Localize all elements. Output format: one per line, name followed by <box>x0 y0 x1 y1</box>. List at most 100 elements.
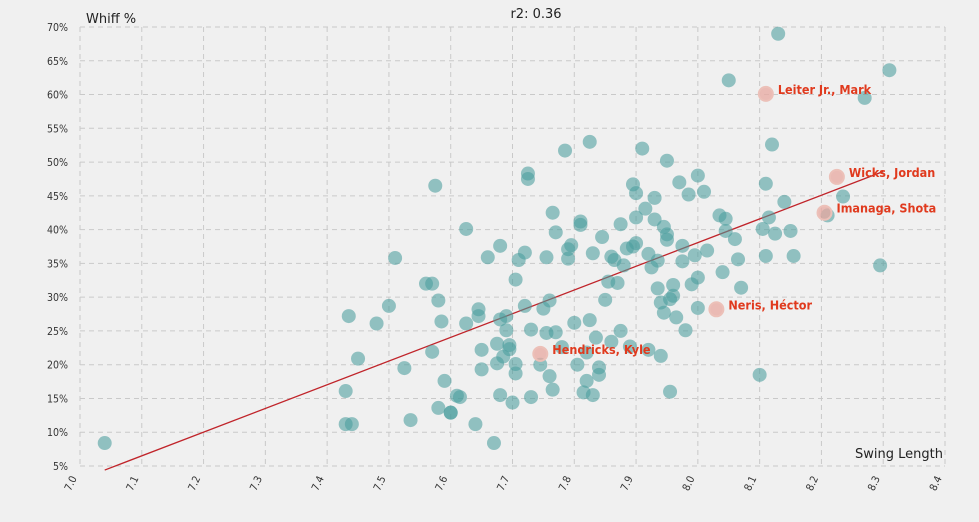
y-tick-label: 20% <box>47 360 68 372</box>
data-point <box>783 223 798 238</box>
data-point <box>558 143 573 158</box>
data-point <box>471 309 486 324</box>
x-tick-label: 7.4 <box>310 474 327 493</box>
x-tick-label: 7.2 <box>186 474 203 493</box>
data-point <box>616 258 631 273</box>
data-point <box>768 226 783 241</box>
data-point <box>629 210 644 225</box>
data-point <box>731 252 746 267</box>
data-point <box>771 26 786 41</box>
data-point <box>493 238 508 253</box>
y-tick-label: 40% <box>47 225 68 237</box>
data-point <box>474 362 489 377</box>
data-point <box>459 316 474 331</box>
highlighted-point-label: Imanaga, Shota <box>837 201 937 216</box>
data-point <box>675 254 690 269</box>
data-point <box>437 373 452 388</box>
data-point <box>344 417 359 432</box>
data-point <box>582 313 597 328</box>
y-tick-label: 5% <box>53 461 68 473</box>
y-tick-label: 15% <box>47 393 68 405</box>
data-point <box>585 246 600 261</box>
data-point <box>613 323 628 338</box>
data-point <box>598 292 613 307</box>
y-tick-label: 65% <box>47 56 68 68</box>
data-point <box>524 390 539 405</box>
data-point <box>727 232 742 247</box>
data-point <box>397 361 412 376</box>
data-point <box>499 323 514 338</box>
data-point <box>857 90 872 105</box>
data-point <box>582 134 597 149</box>
highlighted-point <box>532 345 549 362</box>
y-axis-title: Whiff % <box>86 12 136 27</box>
highlighted-point-label: Leiter Jr., Mark <box>778 82 872 97</box>
data-point <box>656 305 671 320</box>
data-point <box>545 205 560 220</box>
data-point <box>517 245 532 260</box>
y-tick-label: 55% <box>47 123 68 135</box>
data-point <box>675 238 690 253</box>
data-point <box>570 357 585 372</box>
data-point <box>517 298 532 313</box>
x-tick-label: 8.1 <box>742 474 759 493</box>
data-point <box>638 201 653 216</box>
x-tick-label: 7.6 <box>433 474 450 493</box>
data-point <box>542 369 557 384</box>
data-point <box>490 336 505 351</box>
data-point <box>588 330 603 345</box>
data-point <box>690 270 705 285</box>
data-point <box>647 190 662 205</box>
data-point <box>548 325 563 340</box>
data-point <box>681 187 696 202</box>
chart-title: r2: 0.36 <box>510 7 561 22</box>
data-point <box>777 194 792 209</box>
data-point <box>882 63 897 78</box>
y-tick-label: 45% <box>47 191 68 203</box>
data-point <box>659 153 674 168</box>
data-point <box>564 238 579 253</box>
data-point <box>474 342 489 357</box>
data-point <box>734 280 749 295</box>
y-tick-label: 50% <box>47 157 68 169</box>
x-tick-label: 7.1 <box>124 474 141 493</box>
data-point <box>721 73 736 88</box>
data-point <box>97 436 112 451</box>
data-point <box>592 360 606 375</box>
data-point <box>697 184 712 199</box>
data-point <box>486 436 501 451</box>
data-point <box>873 258 888 273</box>
x-axis-title: Swing Length <box>855 447 943 462</box>
data-point <box>403 413 418 428</box>
data-point <box>545 382 560 397</box>
data-point <box>431 293 446 308</box>
data-point <box>341 309 356 324</box>
data-point <box>548 225 563 240</box>
data-point <box>533 357 548 372</box>
highlighted-point-label: Hendricks, Kyle <box>552 342 651 357</box>
data-point <box>369 316 384 331</box>
data-point <box>690 168 705 183</box>
x-tick-label: 8.2 <box>804 474 821 493</box>
data-point <box>381 298 396 313</box>
data-point <box>505 395 520 410</box>
data-point <box>524 322 539 337</box>
highlighted-point-label: Neris, Héctor <box>728 297 812 312</box>
data-point <box>666 277 681 292</box>
data-point <box>786 248 801 263</box>
highlighted-point <box>816 204 833 221</box>
data-point <box>687 248 702 263</box>
highlighted-point <box>828 168 845 185</box>
data-point <box>672 175 687 190</box>
data-point <box>635 141 650 156</box>
data-point <box>459 221 474 236</box>
data-point <box>653 348 668 363</box>
data-point <box>493 388 508 403</box>
x-axis-ticks: 7.0 7.1 7.2 7.3 7.4 7.5 7.6 7.7 7.8 7.9 8.0 8.1 8.2 8… <box>62 474 944 493</box>
data-point <box>388 250 403 265</box>
data-point <box>758 176 773 191</box>
data-point <box>542 293 557 308</box>
data-point <box>480 250 495 265</box>
y-axis-ticks: 5% 10% 15% 20% 25% 30% 35% 40% 45% 50% 55% 60% 65% 70… <box>47 22 68 473</box>
